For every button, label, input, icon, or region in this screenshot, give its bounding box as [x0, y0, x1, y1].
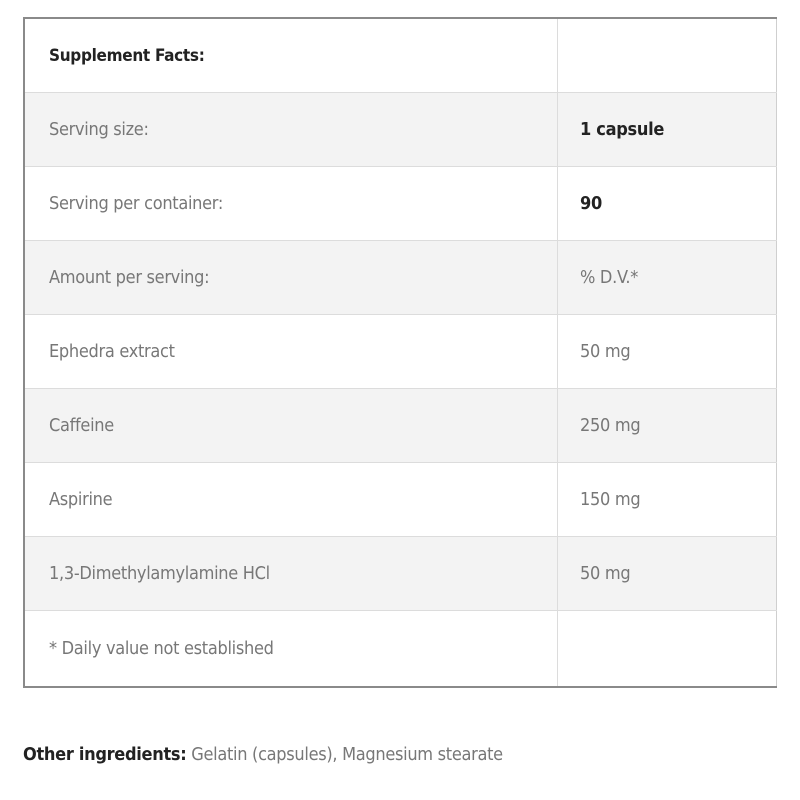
row-label: Aspirine — [24, 462, 558, 537]
table-row: Amount per serving: % D.V.* — [24, 240, 777, 315]
row-value: 150 mg — [557, 462, 777, 537]
table-row: Ephedra extract 50 mg — [24, 314, 777, 389]
other-ingredients-label: Other ingredients: — [23, 744, 187, 765]
table-row: * Daily value not established — [24, 610, 777, 687]
supplement-facts-table: Supplement Facts: Serving size: 1 capsul… — [23, 17, 777, 688]
row-value: 90 — [557, 166, 777, 241]
row-label: Serving size: — [24, 92, 558, 167]
table-row: Serving size: 1 capsule — [24, 92, 777, 167]
table-title: Supplement Facts: — [24, 17, 558, 93]
row-label: Serving per container: — [24, 166, 558, 241]
row-value: 1 capsule — [557, 92, 777, 167]
table-row: Aspirine 150 mg — [24, 462, 777, 537]
row-value: % D.V.* — [557, 240, 777, 315]
row-value: 50 mg — [557, 314, 777, 389]
other-ingredients-text: Gelatin (capsules), Magnesium stearate — [186, 744, 503, 765]
table-row: 1,3-Dimethylamylamine HCl 50 mg — [24, 536, 777, 611]
table-row: Serving per container: 90 — [24, 166, 777, 241]
footnote: * Daily value not established — [24, 610, 558, 687]
table-header-empty — [557, 17, 777, 93]
table-row: Caffeine 250 mg — [24, 388, 777, 463]
row-value: 250 mg — [557, 388, 777, 463]
row-label: Ephedra extract — [24, 314, 558, 389]
row-label: Caffeine — [24, 388, 558, 463]
row-value — [557, 610, 777, 687]
row-value: 50 mg — [557, 536, 777, 611]
row-label: Amount per serving: — [24, 240, 558, 315]
other-ingredients: Other ingredients: Gelatin (capsules), M… — [23, 744, 503, 765]
row-label: 1,3-Dimethylamylamine HCl — [24, 536, 558, 611]
table-header-row: Supplement Facts: — [24, 17, 777, 93]
